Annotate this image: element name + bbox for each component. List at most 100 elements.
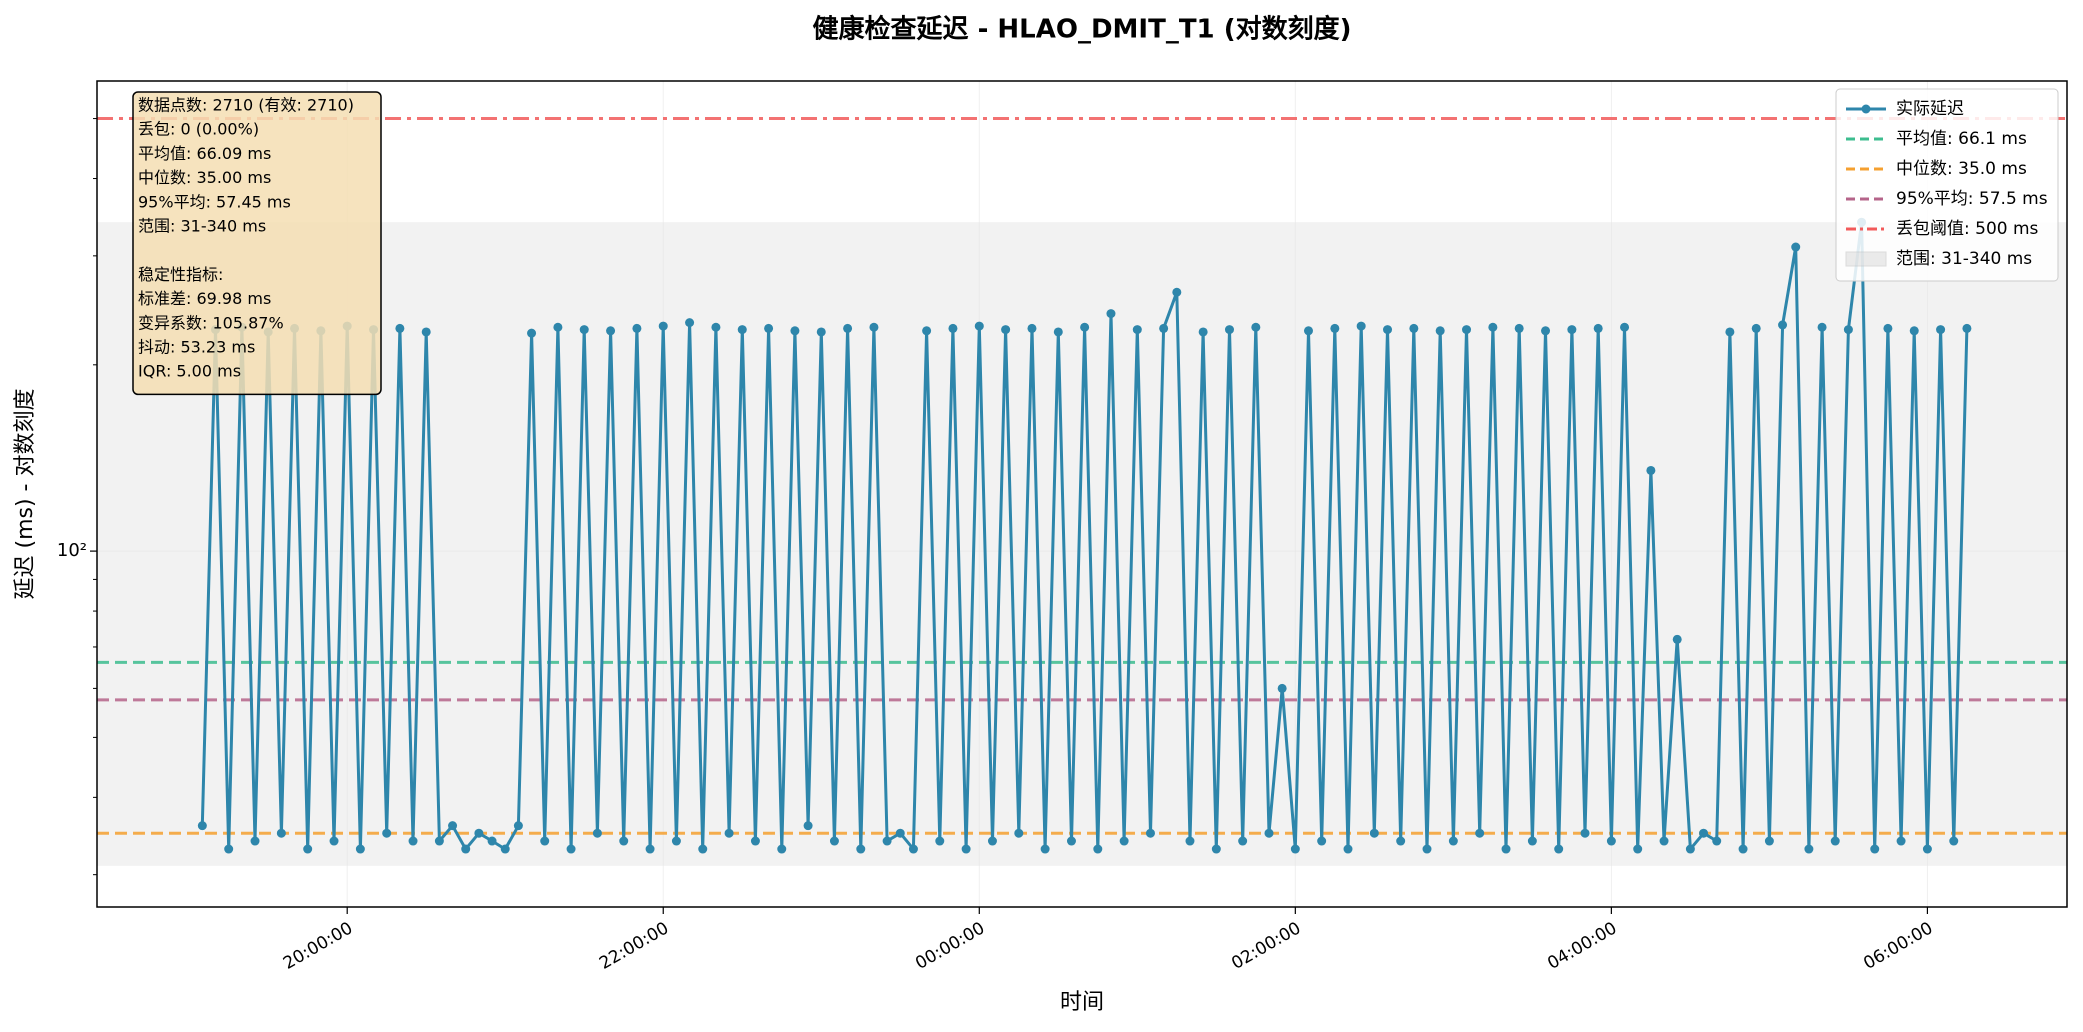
chart-title: 健康检查延迟 - HLAO_DMIT_T1 (对数刻度) <box>813 14 1352 45</box>
data-point <box>1145 828 1155 838</box>
data-point <box>1699 828 1709 838</box>
data-point <box>1685 844 1695 854</box>
data-point <box>1224 325 1234 335</box>
data-point <box>1778 320 1788 330</box>
data-point <box>1725 327 1735 337</box>
data-point <box>1620 322 1630 332</box>
data-point <box>355 844 365 854</box>
data-point <box>1159 323 1169 333</box>
data-point <box>711 322 721 332</box>
stats-line: 95%平均: 57.45 ms <box>138 192 291 211</box>
data-point <box>895 828 905 838</box>
data-point <box>1027 323 1037 333</box>
data-point <box>1132 325 1142 335</box>
data-point <box>1593 323 1603 333</box>
data-point <box>1751 323 1761 333</box>
data-point <box>1883 323 1893 333</box>
data-point <box>461 844 471 854</box>
x-axis-label: 时间 <box>1060 990 1104 1015</box>
data-point <box>935 836 945 846</box>
data-point <box>1567 325 1577 335</box>
y-axis-label: 延迟 (ms) - 对数刻度 <box>13 389 38 600</box>
legend-label: 平均值: 66.1 ms <box>1896 129 2027 149</box>
stats-line: 范围: 31-340 ms <box>138 217 266 236</box>
legend-label: 丢包阈值: 500 ms <box>1896 219 2039 239</box>
data-point <box>777 844 787 854</box>
data-point <box>1290 844 1300 854</box>
data-point <box>658 321 668 331</box>
data-point <box>1843 325 1853 335</box>
data-point <box>1554 844 1564 854</box>
data-point <box>1330 323 1340 333</box>
data-point <box>1475 828 1485 838</box>
data-point <box>829 836 839 846</box>
data-point <box>882 836 892 846</box>
data-point <box>1830 836 1840 846</box>
data-point <box>540 836 550 846</box>
data-point <box>698 844 708 854</box>
data-point <box>1606 836 1616 846</box>
stats-line: 变异系数: 105.87% <box>138 313 284 332</box>
legend-label: 95%平均: 57.5 ms <box>1896 189 2048 209</box>
data-point <box>1791 242 1801 252</box>
data-point <box>1396 836 1406 846</box>
data-point <box>1172 287 1182 297</box>
data-point <box>1580 828 1590 838</box>
data-point <box>1093 844 1103 854</box>
data-point <box>764 323 774 333</box>
data-point <box>987 836 997 846</box>
data-point <box>1448 836 1458 846</box>
data-point <box>1356 321 1366 331</box>
data-point <box>1185 836 1195 846</box>
data-point <box>474 828 484 838</box>
data-point <box>1343 844 1353 854</box>
legend-swatch <box>1845 251 1887 267</box>
data-point <box>1264 828 1274 838</box>
data-point <box>1369 828 1379 838</box>
legend-label: 中位数: 35.0 ms <box>1896 159 2027 179</box>
data-point <box>961 844 971 854</box>
data-point <box>737 325 747 335</box>
data-point <box>948 323 958 333</box>
data-point <box>803 821 813 831</box>
data-point <box>645 844 655 854</box>
data-point <box>1317 836 1327 846</box>
data-point <box>1053 327 1063 337</box>
stats-line: 数据点数: 2710 (有效: 2710) <box>138 96 354 115</box>
stats-line: 抖动: 53.23 ms <box>138 338 255 357</box>
data-point <box>922 326 932 336</box>
stats-line: 平均值: 66.09 ms <box>138 144 271 163</box>
legend-label: 范围: 31-340 ms <box>1896 249 2032 269</box>
data-point <box>1119 836 1129 846</box>
data-point <box>1949 836 1959 846</box>
legend-box <box>1835 88 2059 282</box>
data-point <box>1541 326 1551 336</box>
data-point <box>1238 836 1248 846</box>
data-point <box>908 844 918 854</box>
data-point <box>1462 325 1472 335</box>
plot-frame <box>96 80 2068 908</box>
data-point <box>382 828 392 838</box>
data-point <box>1896 836 1906 846</box>
data-point <box>1501 844 1511 854</box>
data-point <box>1409 323 1419 333</box>
data-point <box>1066 836 1076 846</box>
data-point <box>592 828 602 838</box>
data-point <box>276 828 286 838</box>
data-point <box>1659 836 1669 846</box>
data-point <box>1080 322 1090 332</box>
data-point <box>527 328 537 338</box>
data-point <box>1922 844 1932 854</box>
data-point <box>1514 323 1524 333</box>
data-point <box>816 327 826 337</box>
data-point <box>1277 683 1287 693</box>
data-point <box>1198 327 1208 337</box>
stats-line: 标准差: 69.98 ms <box>138 289 271 308</box>
data-point <box>579 325 589 335</box>
data-point <box>421 327 431 337</box>
data-point <box>1764 836 1774 846</box>
data-point <box>1014 828 1024 838</box>
data-point <box>619 836 629 846</box>
data-point <box>1646 465 1656 475</box>
data-point <box>1001 325 1011 335</box>
